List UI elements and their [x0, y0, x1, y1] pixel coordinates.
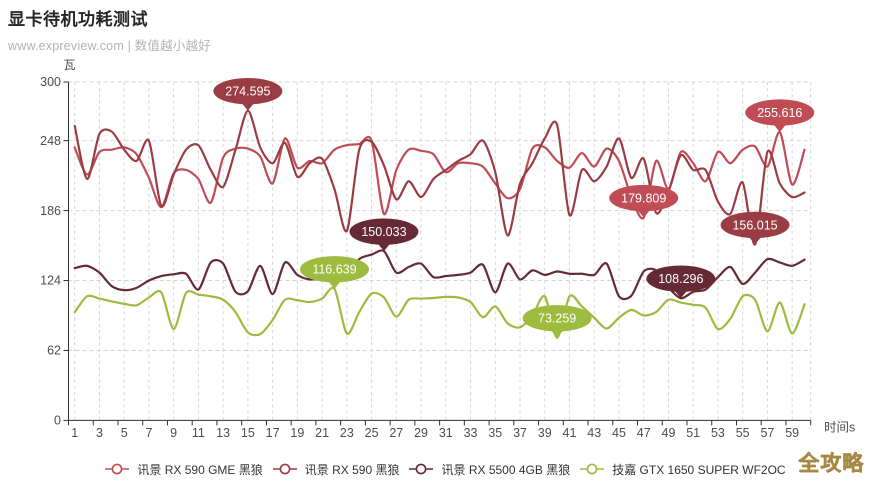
x-tick-label: 19: [290, 426, 304, 440]
callout-max-series-1: 255.616: [745, 99, 815, 133]
callout-value: 150.033: [361, 225, 406, 239]
callout-bubble: [213, 77, 283, 105]
x-tick-label: 33: [464, 426, 478, 440]
legend-item-3[interactable]: 讯景 RX 5500 4GB 黑狼: [408, 461, 570, 478]
legend-label: 讯景 RX 590 黑狼: [304, 462, 400, 477]
x-tick-label: 45: [612, 426, 626, 440]
y-tick-label: 300: [40, 75, 61, 89]
callout-bubble: [646, 265, 716, 292]
x-tick-label: 17: [266, 426, 280, 440]
callout-value: 116.639: [312, 263, 356, 277]
x-tick-label: 57: [760, 426, 774, 440]
x-tick-label: 23: [340, 426, 354, 440]
x-tick-label: 41: [563, 426, 577, 440]
callout-value: 179.809: [621, 191, 666, 205]
legend-line-circle-icon: [105, 463, 130, 475]
y-axis-unit-label: 瓦: [63, 58, 75, 72]
x-tick-label: 21: [315, 426, 329, 440]
callout-max-series-2: 274.595: [213, 77, 283, 111]
callout-bubble: [299, 256, 369, 283]
callout-labels: 255.616 179.809 274.595 156.015 150.033 108.2…: [213, 77, 815, 338]
callout-min-series-2: 156.015: [720, 211, 790, 245]
chart-header: 显卡待机功耗测试 www.expreview.com | 数值越小越好: [8, 5, 211, 54]
chart-legend: 讯景 RX 590 GME 黑狼 讯景 RX 590 黑狼 讯景 RX 5500 4…: [0, 457, 869, 481]
x-tick-label: 11: [192, 426, 205, 440]
y-tick-label: 0: [54, 414, 61, 428]
legend-label: 技嘉 GTX 1650 SUPER WF2OC: [612, 462, 786, 477]
x-tick-label: 13: [216, 426, 230, 440]
callout-min-series-3: 108.296: [646, 265, 716, 299]
legend-label: 讯景 RX 5500 4GB 黑狼: [441, 462, 571, 477]
legend-line-circle-icon: [272, 463, 297, 475]
x-tick-label: 31: [439, 426, 453, 440]
series-line-1: [73, 130, 806, 220]
legend-item-1[interactable]: 讯景 RX 590 GME 黑狼: [104, 461, 263, 478]
callout-value: 274.595: [225, 85, 270, 99]
x-tick-label: 35: [488, 426, 502, 440]
callout-bubble: [349, 218, 419, 245]
legend-item-2[interactable]: 讯景 RX 590 黑狼: [272, 461, 400, 478]
series-line-2: [73, 109, 806, 246]
callout-value: 73.259: [538, 312, 576, 326]
legend-item-4[interactable]: 技嘉 GTX 1650 SUPER WF2OC: [579, 461, 786, 478]
x-tick-label: 27: [389, 426, 403, 440]
callout-value: 255.616: [757, 106, 802, 120]
x-tick-label: 47: [637, 426, 651, 440]
legend-line-circle-icon: [409, 463, 434, 475]
y-tick-label: 186: [40, 204, 61, 218]
x-axis-name-label: 时间s: [824, 420, 855, 434]
callout-value: 108.296: [658, 272, 703, 286]
x-tick-label: 15: [241, 426, 255, 440]
callout-max-series-4: 116.639: [299, 256, 369, 289]
x-tick-label: 43: [587, 426, 601, 440]
legend-label: 讯景 RX 590 GME 黑狼: [137, 462, 263, 477]
x-tick-label: 29: [414, 426, 428, 440]
watermark-text: 全攻略: [798, 452, 864, 475]
callout-bubble: [522, 305, 592, 332]
series-line-3: [73, 249, 806, 301]
y-tick-label: 62: [47, 344, 61, 358]
x-tick-label: 51: [686, 426, 700, 440]
callout-bubble: [745, 99, 815, 126]
x-tick-label: 3: [96, 426, 103, 440]
x-tick-label: 1: [71, 426, 78, 440]
x-tick-label: 59: [785, 426, 799, 440]
series-lines: [73, 109, 806, 339]
callout-min-series-4: 73.259: [522, 305, 592, 338]
x-tick-label: 37: [513, 426, 527, 440]
callout-bubble: [720, 211, 790, 239]
y-tick-label: 124: [40, 274, 61, 288]
series-line-4: [73, 286, 806, 339]
x-tick-label: 39: [538, 426, 552, 440]
x-tick-label: 5: [121, 426, 128, 440]
x-tick-label: 49: [662, 426, 676, 440]
chart-subtitle: www.expreview.com | 数值越小越好: [8, 39, 211, 53]
y-tick-label: 248: [40, 134, 61, 148]
legend-line-circle-icon: [580, 463, 605, 475]
callout-bubble: [609, 184, 679, 212]
x-tick-label: 55: [736, 426, 750, 440]
callout-min-series-1: 179.809: [609, 184, 679, 218]
gridlines: [68, 81, 812, 421]
callout-value: 156.015: [732, 218, 777, 232]
x-tick-label: 7: [145, 426, 152, 440]
x-tick-label: 53: [711, 426, 725, 440]
callout-max-series-3: 150.033: [349, 218, 419, 252]
x-tick-label: 9: [170, 426, 177, 440]
x-tick-label: 25: [365, 426, 379, 440]
chart-title: 显卡待机功耗测试: [8, 10, 148, 29]
